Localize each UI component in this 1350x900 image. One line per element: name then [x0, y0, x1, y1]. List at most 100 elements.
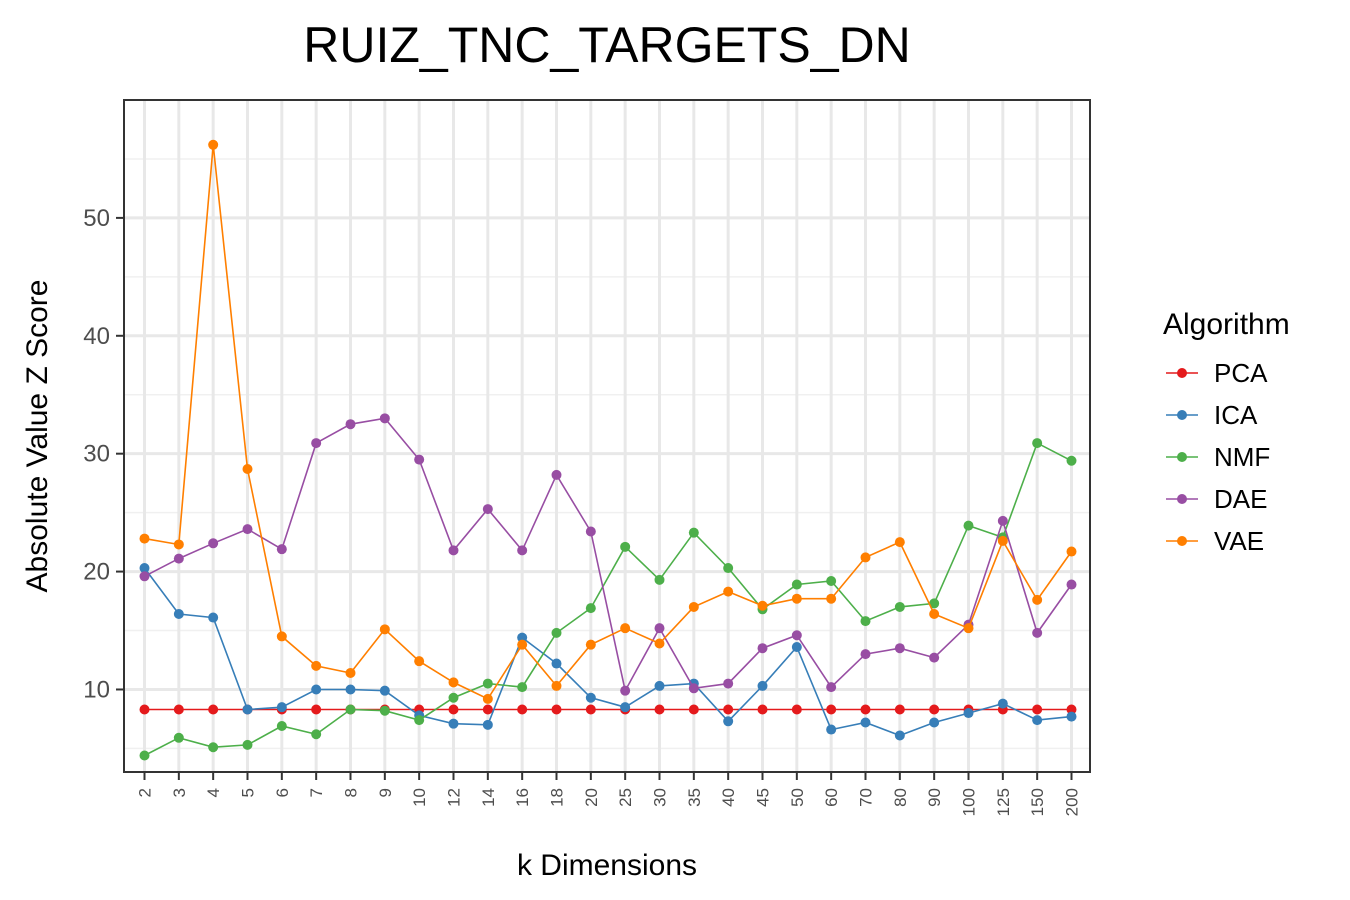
data-point-dae: [654, 623, 665, 634]
series-line-nmf: [144, 441, 1072, 757]
data-point-dae: [688, 683, 699, 694]
data-point-ica: [826, 724, 837, 735]
y-tick-label: 20: [83, 559, 110, 586]
data-point-nmf: [791, 579, 802, 590]
series-line-ica: [143, 567, 1072, 737]
y-tick-label: 50: [83, 205, 110, 232]
plot-panel-border: [123, 99, 1091, 773]
series-ica: [139, 563, 1077, 741]
data-point-vae: [139, 533, 150, 544]
data-point-nmf: [139, 750, 150, 761]
series-dae: [139, 413, 1077, 696]
data-point-dae: [894, 643, 905, 654]
x-axis-title: k Dimensions: [517, 849, 697, 882]
data-point-ica: [1066, 711, 1077, 722]
data-point-vae: [894, 537, 905, 548]
data-point-nmf: [311, 729, 322, 740]
legend-item-ica: ICA: [1166, 400, 1258, 430]
data-point-dae: [997, 515, 1008, 526]
data-point-ica: [379, 685, 390, 696]
legend-title: Algorithm: [1163, 308, 1290, 341]
data-point-pca: [1032, 704, 1043, 715]
data-point-dae: [1032, 627, 1043, 638]
data-point-nmf: [894, 601, 905, 612]
data-point-ica: [723, 716, 734, 727]
data-point-dae: [242, 524, 253, 535]
data-point-vae: [517, 639, 528, 650]
data-point-dae: [311, 438, 322, 449]
data-point-vae: [311, 660, 322, 671]
data-point-vae: [688, 601, 699, 612]
data-point-vae: [860, 552, 871, 563]
data-point-ica: [208, 612, 219, 623]
x-tick-label: 6: [273, 788, 292, 797]
data-point-dae: [345, 419, 356, 430]
legend-key-point: [1177, 368, 1187, 378]
data-point-nmf: [208, 742, 219, 753]
x-tick-label: 12: [445, 788, 464, 807]
data-point-nmf: [345, 704, 356, 715]
data-point-ica: [791, 642, 802, 653]
data-point-nmf: [276, 721, 287, 732]
data-point-pca: [208, 704, 219, 715]
data-point-pca: [654, 704, 665, 715]
y-tick-label: 10: [83, 676, 110, 703]
data-point-vae: [345, 667, 356, 678]
x-tick-label: 5: [239, 788, 258, 797]
data-point-pca: [860, 704, 871, 715]
x-tick-label: 20: [582, 788, 601, 807]
x-tick-label: 18: [548, 788, 567, 807]
x-tick-label: 4: [204, 788, 223, 797]
data-point-vae: [654, 638, 665, 649]
data-point-nmf: [173, 732, 184, 743]
data-point-dae: [723, 678, 734, 689]
data-point-ica: [517, 632, 528, 643]
data-point-dae: [791, 630, 802, 641]
data-point-ica: [345, 684, 356, 695]
legend-item-nmf: NMF: [1166, 442, 1270, 472]
data-point-dae: [860, 649, 871, 660]
series-nmf: [139, 438, 1077, 761]
data-point-vae: [1032, 594, 1043, 605]
data-point-nmf: [242, 739, 253, 750]
x-tick-label: 40: [719, 788, 738, 807]
data-point-pca: [1066, 704, 1077, 715]
data-point-dae: [208, 538, 219, 549]
data-point-pca: [448, 704, 459, 715]
data-point-dae: [929, 652, 940, 663]
data-point-pca: [723, 704, 734, 715]
data-point-ica: [963, 708, 974, 719]
data-point-dae: [448, 545, 459, 556]
data-point-dae: [276, 544, 287, 555]
x-tick-label: 8: [342, 788, 361, 797]
data-point-ica: [551, 658, 562, 669]
data-point-vae: [963, 623, 974, 634]
x-tick-label: 3: [170, 788, 189, 797]
data-point-vae: [723, 586, 734, 597]
data-point-nmf: [929, 598, 940, 609]
data-point-vae: [1066, 546, 1077, 557]
data-point-pca: [139, 704, 150, 715]
series-layer: [139, 139, 1077, 761]
data-point-ica: [997, 698, 1008, 709]
data-point-ica: [242, 704, 253, 715]
data-point-pca: [517, 704, 528, 715]
x-tick-label: 14: [479, 788, 498, 807]
data-point-ica: [448, 718, 459, 729]
x-axis: 2 3 4 5 6 7 8 9 10 12 14 16 18 20 25 30 35 40 45 50 60 70 80 90…: [136, 772, 1082, 816]
data-point-nmf: [414, 715, 425, 726]
y-tick-label: 30: [83, 441, 110, 468]
x-tick-label: 25: [616, 788, 635, 807]
legend-key-point: [1177, 452, 1187, 462]
data-point-nmf: [723, 563, 734, 574]
data-point-nmf: [482, 678, 493, 689]
x-tick-label: 60: [822, 788, 841, 807]
data-point-dae: [585, 526, 596, 537]
data-point-nmf: [1032, 438, 1043, 449]
data-point-nmf: [654, 574, 665, 585]
legend-label: NMF: [1214, 442, 1270, 472]
data-point-dae: [620, 685, 631, 696]
legend-label: ICA: [1214, 400, 1258, 430]
x-tick-label: 30: [651, 788, 670, 807]
